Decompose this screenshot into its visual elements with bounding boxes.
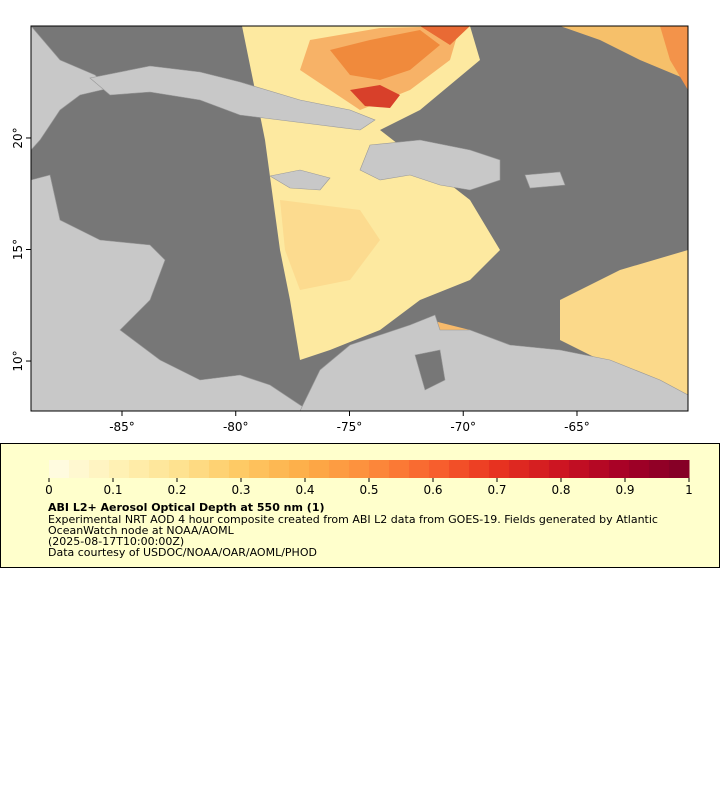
colorbar-tick-label: 1 [685,483,693,497]
y-tick-label: 15° [11,239,25,260]
colorbar-segment [369,460,390,478]
map: -85° -80° -75° -70° -65° 10° 15° 20° [11,25,689,434]
colorbar-segment [569,460,590,478]
colorbar-segment [189,460,210,478]
colorbar-segment [609,460,630,478]
colorbar-segment [289,460,310,478]
y-tick-label: 20° [11,127,25,148]
colorbar-tick-label: 0.9 [615,483,634,497]
colorbar-segment [469,460,490,478]
legend: 0 0.1 0.2 0.3 0.4 0.5 0.6 0.7 0.8 0.9 1 ABI L2+ Ae… [0,443,720,568]
x-tick-label: -70° [450,420,476,434]
colorbar-tick-label: 0.1 [103,483,122,497]
colorbar-tick-label: 0.6 [423,483,442,497]
colorbar-segment [249,460,270,478]
colorbar-tick-label: 0.8 [551,483,570,497]
colorbar-segment [309,460,330,478]
colorbar-segment [129,460,150,478]
colorbar-segment [209,460,230,478]
colorbar-segment [69,460,90,478]
colorbar-segment [49,460,70,478]
map-area [31,26,688,411]
colorbar-segment [329,460,350,478]
colorbar-segment [669,460,690,478]
x-tick-label: -85° [109,420,135,434]
colorbar-segment [109,460,130,478]
colorbar-segment [169,460,190,478]
colorbar-segment [629,460,650,478]
colorbar-segment [529,460,550,478]
colorbar-segment [649,460,670,478]
colorbar-segment [509,460,530,478]
y-tick-label: 10° [11,350,25,371]
colorbar-segment [89,460,110,478]
colorbar-segment [349,460,370,478]
legend-description: Experimental NRT AOD 4 hour composite cr… [48,513,658,537]
colorbar-tick-label: 0.5 [359,483,378,497]
aerosol-field [242,26,688,400]
land [31,26,688,411]
colorbar-segment [269,460,290,478]
colorbar-tick-label: 0 [45,483,53,497]
colorbar-segment [449,460,470,478]
colorbar-tick-label: 0.2 [167,483,186,497]
colorbar-segment [229,460,250,478]
x-tick-label: -80° [223,420,249,434]
colorbar-tick-label: 0.7 [487,483,506,497]
colorbar-segment [409,460,430,478]
colorbar-segment [489,460,510,478]
x-tick-label: -65° [564,420,590,434]
colorbar-segment [549,460,570,478]
colorbar-tick-label: 0.3 [231,483,250,497]
colorbar-tick-label: 0.4 [295,483,314,497]
map-frame [30,25,689,412]
colorbar-segment [389,460,410,478]
colorbar-segment [149,460,170,478]
legend-time: (2025-08-17T10:00:00Z) [48,535,185,548]
colorbar-segment [589,460,610,478]
legend-title: ABI L2+ Aerosol Optical Depth at 550 nm … [48,501,325,514]
colorbar-segment [429,460,450,478]
legend-credit: Data courtesy of USDOC/NOAA/OAR/AOML/PHO… [48,546,317,559]
x-tick-label: -75° [337,420,363,434]
colorbar: 0 0.1 0.2 0.3 0.4 0.5 0.6 0.7 0.8 0.9 1 [45,460,693,497]
